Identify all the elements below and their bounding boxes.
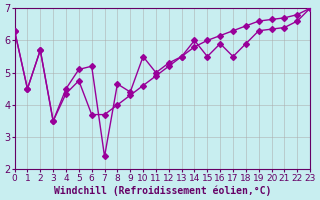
X-axis label: Windchill (Refroidissement éolien,°C): Windchill (Refroidissement éolien,°C)	[54, 185, 271, 196]
